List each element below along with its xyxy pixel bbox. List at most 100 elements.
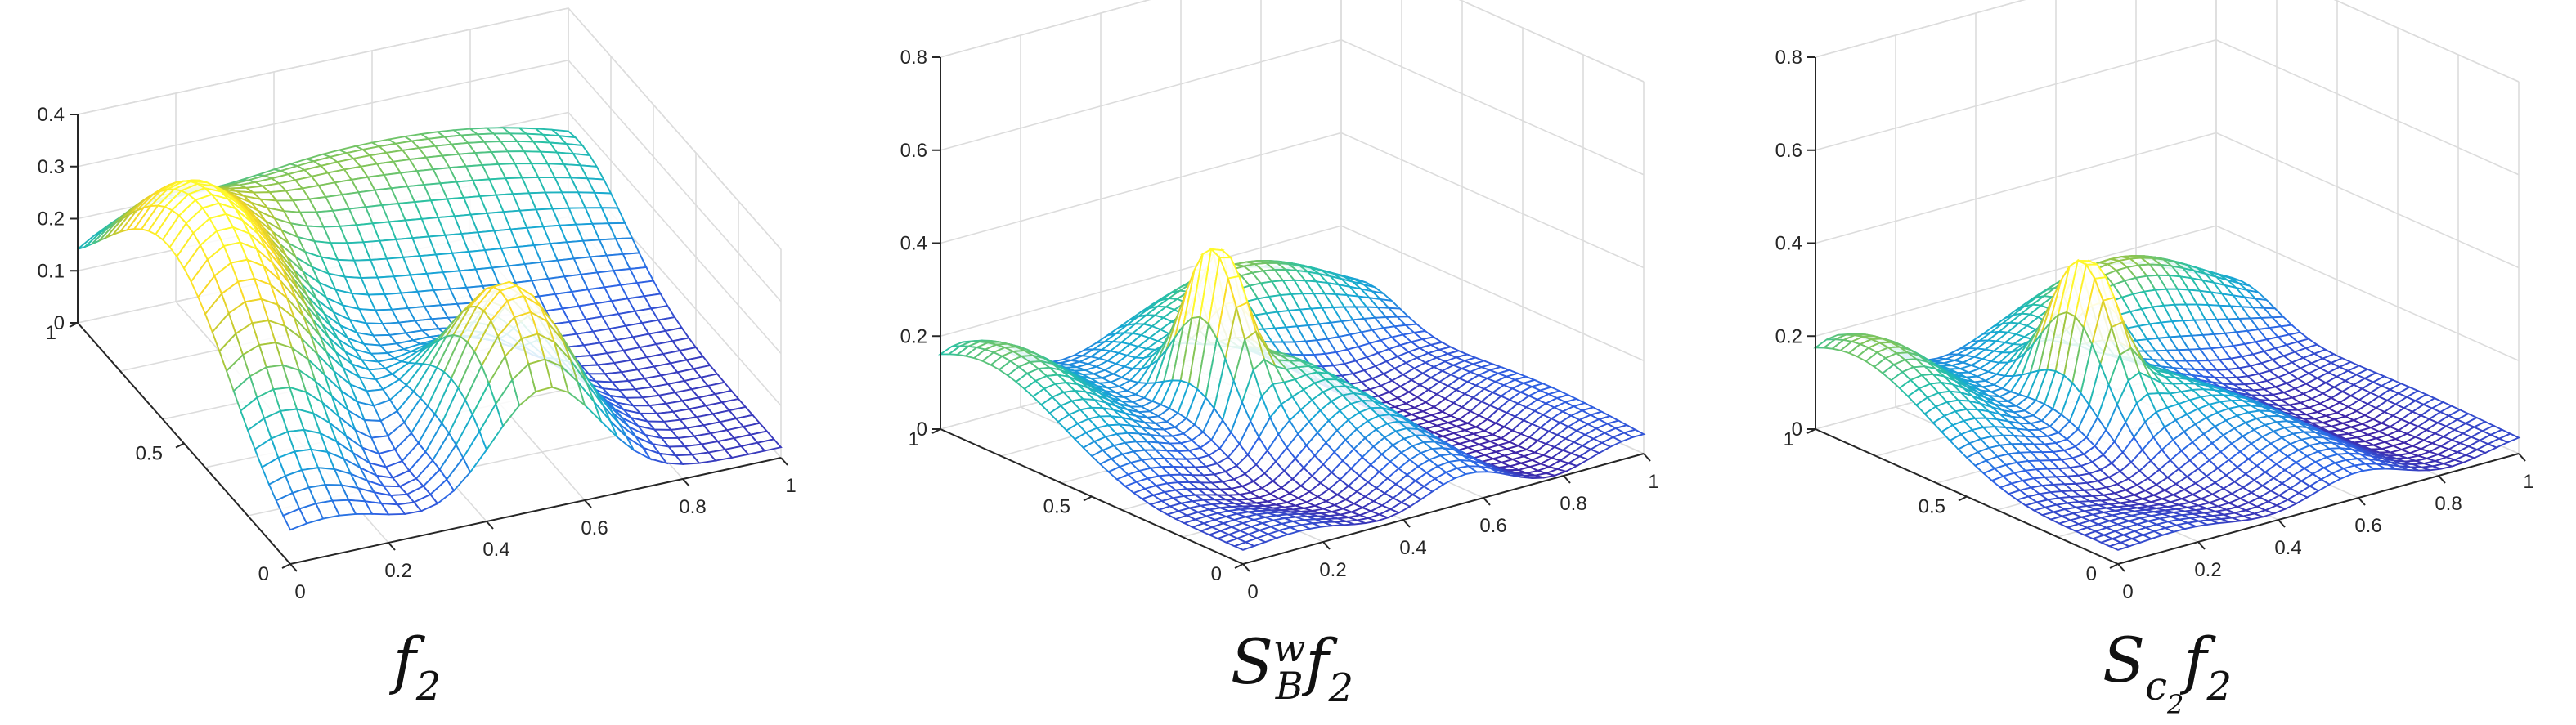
x-axis-line xyxy=(289,457,782,565)
axes-lines xyxy=(69,114,788,572)
x-tick-label: 0.6 xyxy=(2354,515,2381,537)
pane-border-top xyxy=(77,7,782,250)
x-tick-label: 0.6 xyxy=(581,517,608,539)
x-tick-label: 0.2 xyxy=(2194,559,2221,581)
x-tick-label: 0.2 xyxy=(384,560,411,582)
x-tick-mark xyxy=(2438,475,2446,484)
y-tick-mark xyxy=(2109,563,2119,569)
y-tick-label: 0 xyxy=(2086,563,2097,585)
z-tick-label: 0.2 xyxy=(1775,325,1802,347)
x-tick-mark xyxy=(2278,519,2286,528)
surface-cell xyxy=(1232,541,1257,551)
x-tick-label: 0 xyxy=(2122,581,2133,603)
x-tick-mark xyxy=(780,457,788,466)
pane-border-top xyxy=(940,0,1645,83)
z-tick-label: 0 xyxy=(1792,418,1802,441)
z-tick-label: 0 xyxy=(917,418,927,441)
caption-sc2-sub-letter: c xyxy=(2145,664,2167,710)
caption-sc2-base: S xyxy=(2102,624,2146,696)
pane-border-top xyxy=(1815,0,2520,83)
caption-sc2-tail: f xyxy=(2183,624,2207,696)
z-tick-label: 0.6 xyxy=(1775,140,1802,162)
surface-cell xyxy=(281,508,308,531)
y-tick-label: 1 xyxy=(909,428,919,450)
z-tick-label: 0.8 xyxy=(900,47,927,69)
x-tick-mark xyxy=(682,478,690,487)
surface-mesh xyxy=(937,247,1646,551)
caption-sbw-sup: w xyxy=(1273,626,1306,670)
x-tick-label: 1 xyxy=(1648,471,1658,493)
x-tick-mark xyxy=(2197,541,2206,550)
caption-f2-base: f xyxy=(393,624,416,696)
surface-mesh xyxy=(1813,254,2521,551)
z-tick-label: 0 xyxy=(54,312,65,334)
x-tick-mark xyxy=(388,542,396,551)
y-tick-mark xyxy=(281,563,291,569)
z-tick-label: 0.3 xyxy=(38,156,65,178)
grid-line-z xyxy=(1815,38,2520,176)
grid-line-z xyxy=(1815,132,2520,269)
z-tick-label: 0.8 xyxy=(1775,47,1802,69)
caption-sbw-base: S xyxy=(1230,625,1273,698)
x-tick-label: 0.4 xyxy=(2274,537,2301,559)
x-tick-label: 0.8 xyxy=(679,496,706,518)
x-tick-mark xyxy=(1643,453,1651,462)
x-tick-label: 0 xyxy=(1247,581,1258,603)
grid-line-z xyxy=(1815,0,2520,83)
x-tick-label: 0 xyxy=(294,581,305,603)
x-tick-mark xyxy=(2518,453,2526,462)
x-tick-label: 1 xyxy=(785,475,796,497)
y-tick-mark xyxy=(1083,495,1093,502)
y-tick-mark xyxy=(1234,563,1244,569)
grid-line-z xyxy=(940,0,1645,83)
x-tick-mark xyxy=(584,499,592,508)
caption-sc2-tail-sub: 2 xyxy=(2206,664,2232,710)
z-tick-label: 0.4 xyxy=(1775,233,1802,255)
y-tick-label: 0.5 xyxy=(1043,496,1070,518)
grid-line-z xyxy=(940,132,1645,269)
x-tick-label: 0.8 xyxy=(2435,493,2462,515)
x-tick-mark xyxy=(2358,497,2366,506)
caption-sc2-f2: Sc2f2 xyxy=(1881,629,2453,718)
y-tick-label: 0 xyxy=(1211,563,1222,585)
x-tick-mark xyxy=(2117,563,2125,572)
y-tick-mark xyxy=(1958,495,1968,502)
x-tick-mark xyxy=(1322,541,1331,550)
z-tick-label: 0.2 xyxy=(38,208,65,230)
caption-sbw-tail: f xyxy=(1305,625,1329,698)
x-tick-mark xyxy=(289,563,298,572)
x-axis-line xyxy=(1242,453,1645,565)
caption-f2-sub: 2 xyxy=(415,664,442,710)
axes-lines xyxy=(931,56,1651,572)
x-tick-label: 0.4 xyxy=(1399,537,1426,559)
caption-sbw-tail-sub: 2 xyxy=(1328,665,1354,712)
z-tick-label: 0.4 xyxy=(900,233,927,255)
y-tick-label: 0.5 xyxy=(136,443,163,465)
caption-f2: f2 xyxy=(131,629,703,707)
y-tick-label: 0 xyxy=(258,563,269,585)
z-tick-label: 0.1 xyxy=(38,260,65,282)
y-tick-label: 0.5 xyxy=(1919,496,1945,518)
x-tick-mark xyxy=(1483,497,1491,506)
grid-line-z xyxy=(940,38,1645,176)
z-tick-label: 0.6 xyxy=(900,140,927,162)
z-tick-label: 0.4 xyxy=(38,104,65,126)
y-tick-label: 1 xyxy=(46,322,56,344)
caption-sbw-sub: B xyxy=(1275,664,1304,708)
x-tick-mark xyxy=(1242,563,1250,572)
x-tick-label: 1 xyxy=(2523,471,2533,493)
x-tick-label: 0.4 xyxy=(482,539,509,561)
x-tick-mark xyxy=(1402,519,1411,528)
x-tick-mark xyxy=(486,521,494,530)
x-tick-label: 0.6 xyxy=(1479,515,1506,537)
y-tick-mark xyxy=(175,442,185,449)
caption-sc2-sub: c2 xyxy=(2145,664,2183,718)
surface-mesh xyxy=(77,127,783,531)
